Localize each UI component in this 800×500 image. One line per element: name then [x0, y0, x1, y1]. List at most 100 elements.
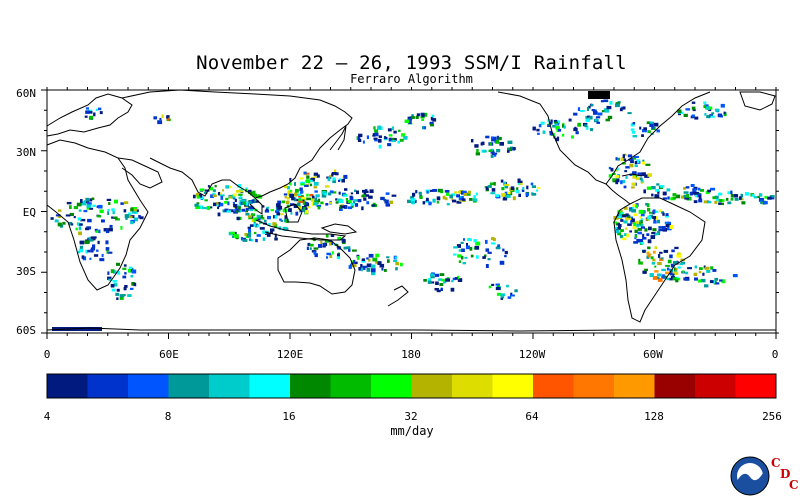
rain-patch [116, 297, 119, 300]
rain-patch [356, 190, 359, 195]
rain-patch [619, 108, 623, 112]
rain-patch [712, 280, 715, 284]
rain-patch [502, 248, 505, 252]
lon-label-0-right: 0 [771, 348, 779, 361]
rain-patch [236, 208, 239, 212]
colorbar-label-256: 256 [762, 410, 782, 423]
rain-patch [661, 268, 666, 272]
rain-patch [704, 266, 710, 270]
rain-patch [228, 195, 234, 199]
rain-patch [434, 288, 439, 291]
rain-patch [623, 220, 628, 224]
colorbar-swatch [735, 374, 777, 398]
rain-patch [428, 201, 432, 206]
rain-patch [430, 276, 435, 279]
rain-patch [84, 115, 88, 118]
rain-patch [245, 210, 248, 213]
rain-patch [87, 218, 92, 223]
rain-patch [408, 120, 412, 125]
rain-patch [595, 116, 601, 119]
rain-patch [262, 230, 267, 234]
rain-patch [476, 255, 479, 259]
rain-patch [632, 122, 636, 125]
rain-patch [496, 135, 499, 140]
rain-patch [506, 194, 511, 198]
rain-patch [604, 110, 610, 113]
rain-patch [246, 234, 251, 238]
rain-patch [631, 130, 636, 134]
rain-patch [647, 253, 651, 258]
rain-patch [444, 190, 450, 193]
map-title: November 22 – 26, 1993 SSM/I Rainfall [196, 52, 627, 74]
rain-patch [573, 112, 578, 116]
rain-patch [694, 116, 699, 120]
rain-patch [123, 201, 129, 205]
rain-patch [491, 237, 495, 240]
rain-patch [657, 277, 663, 282]
rain-patch [642, 129, 647, 133]
rain-patch [123, 287, 127, 291]
rain-patch [614, 229, 620, 234]
rain-patch [308, 206, 311, 209]
colorbar-swatch [492, 374, 534, 398]
rain-patch [289, 194, 294, 198]
rain-patch [656, 219, 660, 224]
rain-patch [624, 170, 628, 173]
rain-patch [373, 126, 376, 130]
rain-patch [440, 189, 444, 194]
rain-patch [577, 107, 581, 111]
rain-patch [640, 181, 643, 184]
rain-patch [304, 172, 310, 175]
rain-patch [456, 200, 462, 204]
rain-patch [427, 280, 432, 284]
rain-patch [441, 278, 445, 282]
rain-patch [398, 129, 401, 132]
rain-patch [325, 234, 329, 238]
rain-patch [718, 202, 722, 205]
rain-patch [69, 205, 72, 209]
rain-patch [337, 246, 342, 250]
rain-patch [485, 186, 489, 191]
rain-patch [331, 251, 334, 255]
rain-patch [636, 159, 640, 163]
rain-patch [504, 191, 508, 195]
rain-patch [387, 143, 392, 147]
rain-patch [666, 221, 672, 225]
rain-patch [698, 279, 702, 283]
rain-patch [88, 236, 93, 241]
rain-patch [679, 263, 684, 266]
rain-patch [734, 194, 739, 198]
rain-patch [453, 246, 458, 249]
rain-patch [204, 199, 208, 202]
colorbar-swatch [87, 374, 129, 398]
rain-patch [461, 196, 464, 200]
rain-patch [635, 204, 638, 209]
rain-patch [313, 200, 319, 204]
rain-patch [488, 149, 493, 152]
rain-patch [473, 195, 476, 199]
rain-patch [436, 196, 441, 201]
rain-patch [639, 216, 642, 219]
rain-patch [474, 144, 479, 148]
rain-patch [351, 205, 354, 208]
rain-patch [284, 215, 287, 220]
cdc-letter-c2: C [789, 478, 799, 492]
rain-patch [451, 280, 454, 283]
rain-patch [360, 264, 363, 268]
rain-patch [232, 201, 235, 205]
rain-patch [623, 206, 628, 210]
colorbar [46, 373, 777, 399]
rain-patch [723, 111, 726, 115]
rain-patch [491, 283, 495, 286]
rain-patch [757, 195, 760, 198]
rain-patch [358, 133, 363, 138]
rain-patch [291, 196, 295, 201]
rain-patch [714, 277, 719, 281]
rain-patch [120, 202, 124, 205]
rain-patch [128, 266, 133, 270]
rain-patch [287, 192, 291, 196]
rain-patch [339, 204, 342, 209]
rain-patch [73, 216, 76, 219]
rain-patch [99, 209, 104, 214]
rain-patch [620, 180, 623, 185]
